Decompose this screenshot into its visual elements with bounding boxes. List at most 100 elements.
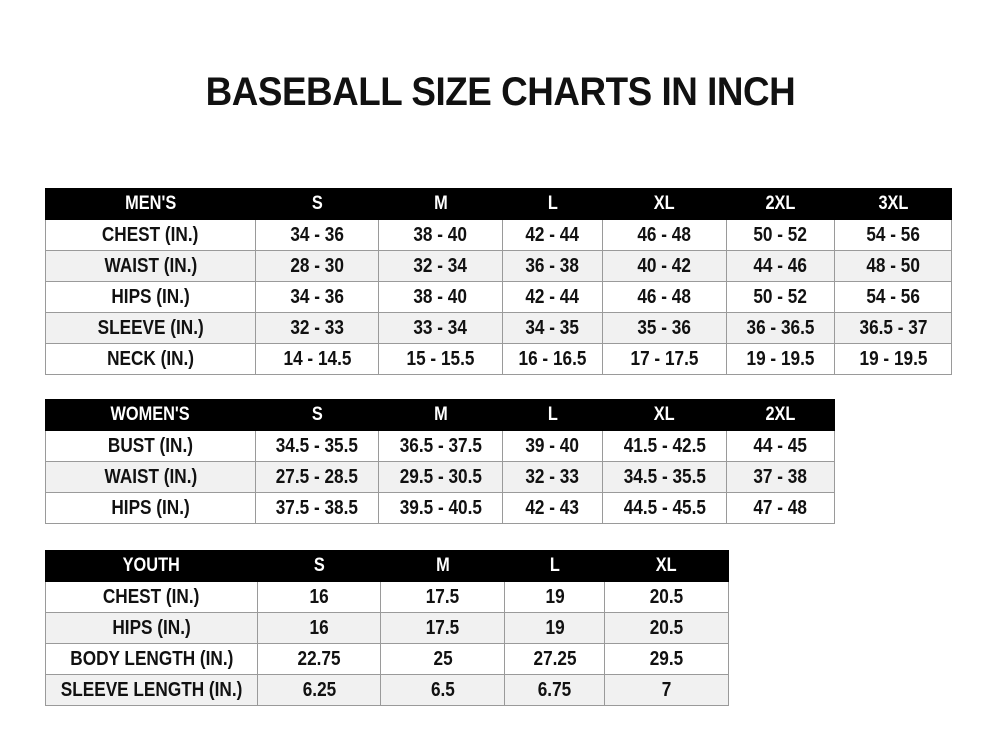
table-cell: 2XL <box>726 188 835 220</box>
table-cell: 35 - 36 <box>602 312 727 344</box>
table-cell: 46 - 48 <box>602 281 727 313</box>
table-row: NECK (IN.) 14 - 14.5 15 - 15.5 16 - 16.5 17 … <box>45 343 952 375</box>
table-cell: 34.5 - 35.5 <box>602 461 727 493</box>
row-label: WOMEN'S <box>45 399 256 431</box>
table-cell: 42 - 43 <box>502 492 603 524</box>
table-row: HIPS (IN.) 16 17.5 19 20.5 <box>44 612 730 644</box>
table-cell: 37.5 - 38.5 <box>255 492 379 524</box>
table-cell: 2XL <box>726 399 835 431</box>
table-cell: 14 - 14.5 <box>255 343 379 375</box>
table-cell: 50 - 52 <box>726 219 835 251</box>
table-header-row: MEN'S S M L XL 2XL 3XL <box>45 188 952 220</box>
table-row: SLEEVE LENGTH (IN.) 6.25 6.5 6.75 7 <box>44 674 730 706</box>
table-cell: 36.5 - 37.5 <box>378 430 503 462</box>
table-cell: 42 - 44 <box>502 219 603 251</box>
table-cell: L <box>502 188 603 220</box>
table-cell: 7 <box>604 674 730 706</box>
table-cell: 15 - 15.5 <box>378 343 503 375</box>
table-cell: 19 <box>504 581 606 613</box>
table-cell: S <box>255 399 379 431</box>
womens-size-table: WOMEN'S S M L XL 2XL BUST (IN.) 34.5 - 35.5 36.5… <box>45 399 835 524</box>
row-label: WAIST (IN.) <box>45 461 256 493</box>
row-label: CHEST (IN.) <box>44 581 259 613</box>
table-cell: 47 - 48 <box>726 492 835 524</box>
row-label: WAIST (IN.) <box>45 250 256 282</box>
table-cell: S <box>257 550 382 582</box>
table-cell: 37 - 38 <box>726 461 835 493</box>
table-cell: 54 - 56 <box>834 281 952 313</box>
table-cell: 6.5 <box>380 674 506 706</box>
table-row: CHEST (IN.) 16 17.5 19 20.5 <box>44 581 730 613</box>
table-cell: M <box>378 188 503 220</box>
table-cell: L <box>502 399 603 431</box>
table-row: HIPS (IN.) 34 - 36 38 - 40 42 - 44 46 - 48 50… <box>45 281 952 313</box>
table-cell: 16 <box>257 581 382 613</box>
table-cell: 34 - 36 <box>255 281 379 313</box>
table-cell: 34.5 - 35.5 <box>255 430 379 462</box>
table-cell: 20.5 <box>604 581 730 613</box>
table-cell: 44 - 45 <box>726 430 835 462</box>
table-cell: 16 - 16.5 <box>502 343 603 375</box>
row-label: SLEEVE LENGTH (IN.) <box>44 674 259 706</box>
mens-size-table: MEN'S S M L XL 2XL 3XL CHEST (IN.) 34 - 36 38 - 4… <box>45 188 952 375</box>
table-header-row: YOUTH S M L XL <box>44 550 730 582</box>
table-cell: 28 - 30 <box>255 250 379 282</box>
table-cell: 39.5 - 40.5 <box>378 492 503 524</box>
table-cell: 34 - 36 <box>255 219 379 251</box>
table-cell: 32 - 34 <box>378 250 503 282</box>
table-cell: 44 - 46 <box>726 250 835 282</box>
table-row: WAIST (IN.) 28 - 30 32 - 34 36 - 38 40 - 42 4… <box>45 250 952 282</box>
table-cell: S <box>255 188 379 220</box>
table-cell: 50 - 52 <box>726 281 835 313</box>
table-row: BUST (IN.) 34.5 - 35.5 36.5 - 37.5 39 - 40 4… <box>45 430 835 462</box>
table-cell: 17.5 <box>380 581 506 613</box>
row-label: CHEST (IN.) <box>45 219 256 251</box>
row-label: BODY LENGTH (IN.) <box>44 643 259 675</box>
row-label: MEN'S <box>45 188 256 220</box>
row-label: SLEEVE (IN.) <box>45 312 256 344</box>
table-cell: 40 - 42 <box>602 250 727 282</box>
table-cell: 54 - 56 <box>834 219 952 251</box>
table-row: CHEST (IN.) 34 - 36 38 - 40 42 - 44 46 - 48 5… <box>45 219 952 251</box>
table-cell: 6.75 <box>504 674 606 706</box>
youth-size-table: YOUTH S M L XL CHEST (IN.) 16 17.5 19 20.5 HIPS (I… <box>44 550 730 706</box>
table-header-row: WOMEN'S S M L XL 2XL <box>45 399 835 431</box>
table-cell: 36 - 38 <box>502 250 603 282</box>
table-cell: 34 - 35 <box>502 312 603 344</box>
table-cell: XL <box>602 399 727 431</box>
table-cell: 19 - 19.5 <box>834 343 952 375</box>
table-cell: 38 - 40 <box>378 219 503 251</box>
table-cell: L <box>504 550 606 582</box>
table-row: SLEEVE (IN.) 32 - 33 33 - 34 34 - 35 35 - 36… <box>45 312 952 344</box>
table-cell: 27.5 - 28.5 <box>255 461 379 493</box>
table-cell: 27.25 <box>504 643 606 675</box>
table-cell: 19 <box>504 612 606 644</box>
table-cell: 17 - 17.5 <box>602 343 727 375</box>
table-cell: 25 <box>380 643 506 675</box>
table-cell: 32 - 33 <box>255 312 379 344</box>
table-cell: 48 - 50 <box>834 250 952 282</box>
row-label: NECK (IN.) <box>45 343 256 375</box>
table-cell: 44.5 - 45.5 <box>602 492 727 524</box>
table-row: WAIST (IN.) 27.5 - 28.5 29.5 - 30.5 32 - 33… <box>45 461 835 493</box>
row-label: HIPS (IN.) <box>45 281 256 313</box>
table-cell: 17.5 <box>380 612 506 644</box>
table-cell: 29.5 - 30.5 <box>378 461 503 493</box>
table-cell: 38 - 40 <box>378 281 503 313</box>
table-cell: M <box>380 550 506 582</box>
row-label: YOUTH <box>44 550 259 582</box>
table-cell: 39 - 40 <box>502 430 603 462</box>
table-cell: 22.75 <box>257 643 382 675</box>
table-row: BODY LENGTH (IN.) 22.75 25 27.25 29.5 <box>44 643 730 675</box>
row-label: BUST (IN.) <box>45 430 256 462</box>
table-cell: 16 <box>257 612 382 644</box>
table-cell: 36.5 - 37 <box>834 312 952 344</box>
table-cell: 6.25 <box>257 674 382 706</box>
table-cell: 36 - 36.5 <box>726 312 835 344</box>
table-row: HIPS (IN.) 37.5 - 38.5 39.5 - 40.5 42 - 43 4… <box>45 492 835 524</box>
table-cell: 32 - 33 <box>502 461 603 493</box>
row-label: HIPS (IN.) <box>45 492 256 524</box>
table-cell: 29.5 <box>604 643 730 675</box>
row-label: HIPS (IN.) <box>44 612 259 644</box>
table-cell: 41.5 - 42.5 <box>602 430 727 462</box>
